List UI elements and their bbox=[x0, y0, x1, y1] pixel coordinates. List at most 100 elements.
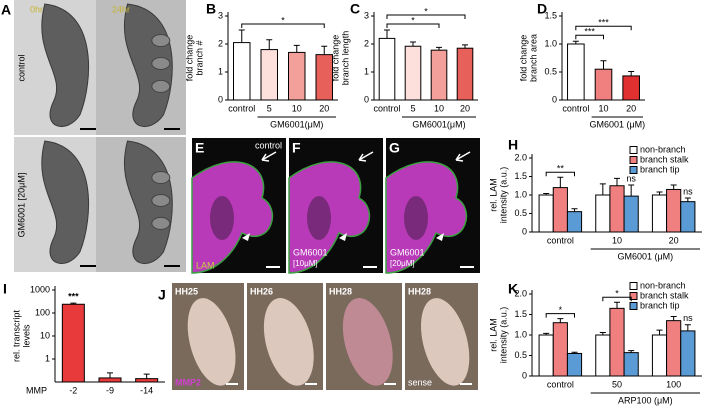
tissue bbox=[263, 298, 314, 386]
legend-swatch bbox=[629, 282, 638, 290]
legend-swatch bbox=[629, 166, 638, 174]
y-tick-label: 0 bbox=[522, 226, 527, 236]
legend-label: non-branch bbox=[640, 144, 686, 154]
x-tick-label: 10 bbox=[612, 235, 622, 245]
y-tick-label: 1000 bbox=[30, 284, 50, 294]
y-tick-label: 0.5 bbox=[544, 66, 557, 76]
legend-swatch bbox=[629, 292, 638, 300]
y-tick-label: 1 bbox=[364, 66, 369, 76]
bar bbox=[566, 211, 583, 233]
significance-label: ns bbox=[683, 313, 693, 323]
time-label: 24hr bbox=[112, 4, 130, 14]
significance-bracket bbox=[602, 296, 632, 302]
x-tick-label: 10 bbox=[434, 103, 444, 113]
stage-label: HH25 bbox=[175, 286, 198, 296]
stain-label: LAM bbox=[196, 260, 215, 270]
bar bbox=[404, 45, 422, 101]
y-axis-label: intensity (a.u.) bbox=[498, 307, 508, 364]
error-bar bbox=[436, 46, 442, 51]
row-label: control bbox=[16, 54, 26, 81]
x-tick-label: control bbox=[373, 103, 400, 113]
x-tick-label: control bbox=[228, 103, 255, 113]
significance-label: ns bbox=[683, 186, 693, 196]
significance-bracket bbox=[386, 14, 466, 19]
y-tick-label: 0.5 bbox=[514, 350, 527, 360]
bar bbox=[552, 322, 568, 377]
panel-letter: J bbox=[158, 287, 166, 303]
significance-label: * bbox=[411, 15, 415, 25]
panel-letter: G bbox=[389, 140, 400, 156]
legend-swatch bbox=[629, 302, 638, 310]
branch bbox=[151, 56, 171, 70]
x-tick-label: -2 bbox=[69, 385, 77, 395]
significance-bracket bbox=[386, 23, 440, 28]
tissue bbox=[421, 298, 470, 386]
error-bar bbox=[557, 318, 564, 323]
error-bar bbox=[266, 39, 273, 50]
condition-label: control bbox=[255, 140, 282, 150]
bar bbox=[623, 352, 639, 377]
bar bbox=[538, 194, 554, 233]
x-tick-label: 10 bbox=[598, 103, 608, 113]
significance-label: * bbox=[559, 305, 563, 315]
error-bar bbox=[656, 329, 663, 335]
bar bbox=[594, 68, 613, 101]
x-axis-label: MMP bbox=[26, 385, 47, 395]
error-bar bbox=[143, 373, 150, 379]
error-bar bbox=[293, 44, 300, 53]
error-bar bbox=[557, 176, 564, 188]
error-bar bbox=[384, 29, 390, 39]
bar bbox=[430, 49, 448, 101]
branch bbox=[151, 216, 171, 230]
y-axis-label: branch length bbox=[340, 31, 350, 86]
bar bbox=[609, 185, 625, 233]
y-tick-label: 3 bbox=[364, 10, 369, 20]
legend-label: branch tip bbox=[640, 300, 680, 310]
bar bbox=[288, 51, 306, 101]
stage-label: HH26 bbox=[250, 286, 273, 296]
error-bar bbox=[684, 324, 691, 331]
x-tick-label: 10 bbox=[292, 103, 302, 113]
x-tick-label: 50 bbox=[612, 379, 622, 389]
bar bbox=[378, 37, 396, 101]
bar bbox=[666, 188, 682, 233]
y-tick-label: 1.5 bbox=[514, 309, 527, 319]
x-tick-label: control bbox=[562, 103, 589, 113]
significance-bracket bbox=[545, 171, 575, 177]
lumen bbox=[404, 196, 428, 240]
y-axis-label: fold change bbox=[518, 35, 528, 82]
y-axis-label: fold change bbox=[330, 35, 340, 82]
arrow bbox=[242, 233, 250, 241]
bar bbox=[651, 194, 668, 233]
tissue bbox=[187, 298, 236, 386]
significance-label: *** bbox=[598, 18, 609, 28]
error-bar bbox=[600, 60, 607, 70]
x-axis-label: GM6001(μM) bbox=[412, 119, 465, 129]
error-bar bbox=[599, 332, 606, 335]
bar bbox=[538, 334, 554, 377]
y-tick-label: 100 bbox=[35, 307, 50, 317]
bar bbox=[609, 307, 625, 377]
panel-letter: B bbox=[206, 1, 216, 17]
bar bbox=[595, 334, 611, 377]
panel-letter: A bbox=[1, 2, 11, 18]
error-bar bbox=[670, 184, 677, 190]
error-bar bbox=[543, 193, 550, 195]
tissue bbox=[342, 298, 393, 386]
y-tick-label: 2 bbox=[218, 38, 223, 48]
error-bar bbox=[462, 44, 468, 49]
bar bbox=[666, 320, 682, 377]
x-tick-label: -14 bbox=[140, 385, 153, 395]
panel-letter: D bbox=[537, 1, 547, 17]
y-tick-label: 1.0 bbox=[544, 38, 557, 48]
y-tick-label: 0 bbox=[552, 94, 557, 104]
x-tick-label: 20 bbox=[460, 103, 470, 113]
y-tick-label: 1.0 bbox=[514, 329, 527, 339]
y-tick-label: 2 bbox=[364, 38, 369, 48]
x-axis-label: ARP100 (μM) bbox=[618, 395, 673, 405]
y-axis-label: levels bbox=[21, 324, 31, 348]
error-bar bbox=[628, 70, 635, 76]
x-tick-label: 5 bbox=[410, 103, 415, 113]
x-tick-label: 5 bbox=[267, 103, 272, 113]
legend-swatch bbox=[629, 156, 638, 164]
